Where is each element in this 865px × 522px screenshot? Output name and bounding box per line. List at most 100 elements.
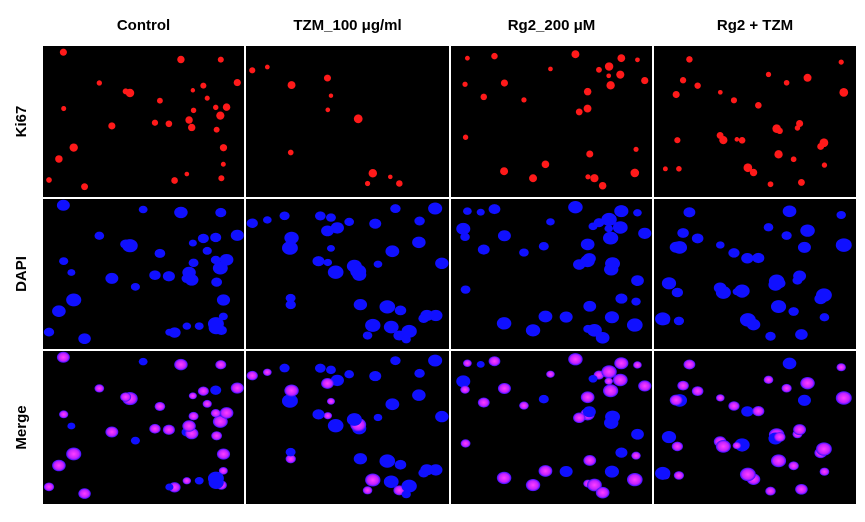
- merged-nucleus: [314, 363, 326, 373]
- nucleus: [353, 298, 368, 311]
- merged-nucleus: [262, 368, 272, 376]
- merged-nucleus: [614, 357, 629, 370]
- ki67-spot: [839, 88, 849, 97]
- merged-nucleus: [604, 377, 613, 385]
- ki67-spot: [200, 82, 207, 89]
- merged-nucleus: [538, 394, 549, 404]
- ki67-spot: [213, 104, 219, 111]
- nucleus: [346, 259, 362, 273]
- merged-nucleus: [715, 440, 731, 453]
- nucleus: [732, 288, 742, 296]
- merged-nucleus: [763, 375, 774, 384]
- nucleus: [595, 331, 610, 344]
- merged-nucleus: [321, 378, 334, 389]
- ki67-spot: [635, 57, 640, 63]
- ki67-spot: [571, 50, 580, 59]
- merged-nucleus: [819, 467, 830, 476]
- merged-nucleus: [210, 408, 221, 418]
- nucleus: [59, 257, 69, 266]
- merged-nucleus: [770, 454, 787, 468]
- column-label: Rg2 + TZM: [717, 17, 793, 34]
- merged-nucleus: [78, 488, 91, 499]
- merged-nucleus: [414, 368, 425, 378]
- merged-nucleus: [800, 376, 815, 390]
- ki67-spot: [548, 66, 553, 72]
- ki67-spot: [188, 123, 196, 132]
- nucleus: [323, 258, 333, 267]
- image-panel: [43, 351, 244, 504]
- nucleus: [782, 205, 797, 218]
- nucleus: [488, 204, 501, 215]
- nucleus: [219, 253, 234, 266]
- merged-nucleus: [412, 389, 426, 401]
- nucleus: [281, 241, 298, 255]
- nucleus: [56, 199, 70, 211]
- nucleus: [819, 313, 830, 322]
- merged-nucleus: [43, 482, 55, 492]
- ki67-spot: [217, 56, 224, 63]
- merged-nucleus: [66, 447, 82, 461]
- nucleus: [633, 209, 642, 217]
- merged-nucleus: [210, 385, 222, 395]
- ki67-spot: [575, 108, 583, 116]
- ki67-spot: [190, 107, 197, 114]
- ki67-spot: [204, 95, 210, 101]
- nucleus: [418, 313, 430, 323]
- merged-nucleus: [327, 419, 344, 433]
- merged-nucleus: [246, 370, 258, 381]
- ki67-spot: [598, 181, 607, 190]
- nucleus: [788, 307, 799, 316]
- merged-nucleus: [603, 384, 619, 398]
- ki67-spot: [596, 66, 602, 73]
- nucleus: [765, 331, 776, 341]
- nucleus: [661, 277, 677, 290]
- merged-nucleus: [165, 483, 174, 491]
- nucleus: [559, 311, 573, 323]
- merged-nucleus: [216, 448, 231, 460]
- ki67-spot: [838, 59, 844, 65]
- nucleus: [793, 270, 807, 282]
- ki67-spot: [464, 55, 470, 61]
- ki67-spot: [590, 174, 599, 183]
- ki67-spot: [617, 54, 626, 63]
- image-panel: [246, 351, 449, 504]
- merged-nucleus: [52, 459, 66, 472]
- ki67-spot: [287, 149, 294, 156]
- merged-nucleus: [583, 455, 597, 466]
- nucleus: [546, 218, 555, 226]
- panel-background: [246, 46, 449, 197]
- nucleus: [373, 260, 383, 268]
- merged-nucleus: [418, 468, 430, 478]
- merged-nucleus: [67, 422, 76, 430]
- merged-nucleus: [456, 375, 471, 388]
- nucleus: [285, 300, 296, 310]
- merged-nucleus: [346, 413, 362, 426]
- nucleus: [763, 223, 774, 232]
- merged-nucleus: [188, 411, 199, 421]
- nucleus: [728, 248, 740, 258]
- ki67-spot: [500, 167, 509, 176]
- merged-nucleus: [691, 386, 704, 397]
- nucleus: [604, 311, 619, 324]
- nucleus: [365, 318, 381, 332]
- nucleus: [525, 324, 541, 337]
- nucleus: [655, 312, 671, 326]
- ki67-spot: [730, 97, 738, 104]
- ki67-spot: [184, 171, 190, 177]
- row-label: Merge: [13, 405, 30, 449]
- ki67-spot: [55, 155, 63, 163]
- nucleus: [154, 248, 166, 258]
- merged-nucleus: [816, 442, 832, 456]
- merged-nucleus: [435, 410, 449, 423]
- nucleus: [460, 232, 470, 242]
- nucleus: [477, 244, 490, 255]
- ki67-spot: [462, 81, 468, 87]
- column-label: TZM_100 μg/ml: [293, 17, 401, 34]
- merged-nucleus: [59, 410, 69, 419]
- image-panel: [43, 199, 244, 349]
- merged-nucleus: [401, 490, 411, 499]
- nucleus: [197, 233, 209, 244]
- image-panel: [654, 351, 856, 504]
- ki67-spot: [686, 56, 693, 63]
- nucleus: [797, 241, 811, 253]
